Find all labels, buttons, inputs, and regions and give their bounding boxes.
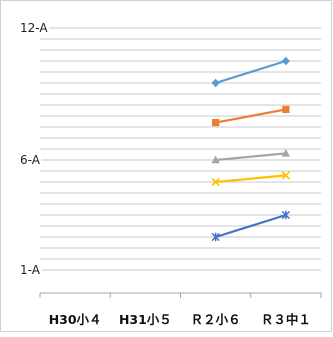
x-axis-labels: H30小４ H31小５ Ｒ２小６ Ｒ３中１ [49,312,311,327]
y-tick-label: 6-A [20,153,41,167]
data-point [211,79,219,87]
series-3 [211,149,290,163]
data-point [212,119,219,126]
data-point [282,106,289,113]
y-tick-label: 1-A [20,263,41,277]
series-line [216,175,286,182]
series-4 [212,172,289,186]
x-tick-label: H30小４ [49,312,102,327]
y-tick-label: 12-A [20,21,48,35]
series-line [216,153,286,160]
x-tick-label: Ｒ２小６ [191,312,241,327]
x-tick-label: Ｒ３中１ [261,312,311,327]
x-tick-label: H31小５ [119,312,172,327]
x-axis [40,293,321,298]
data-point [282,57,290,65]
